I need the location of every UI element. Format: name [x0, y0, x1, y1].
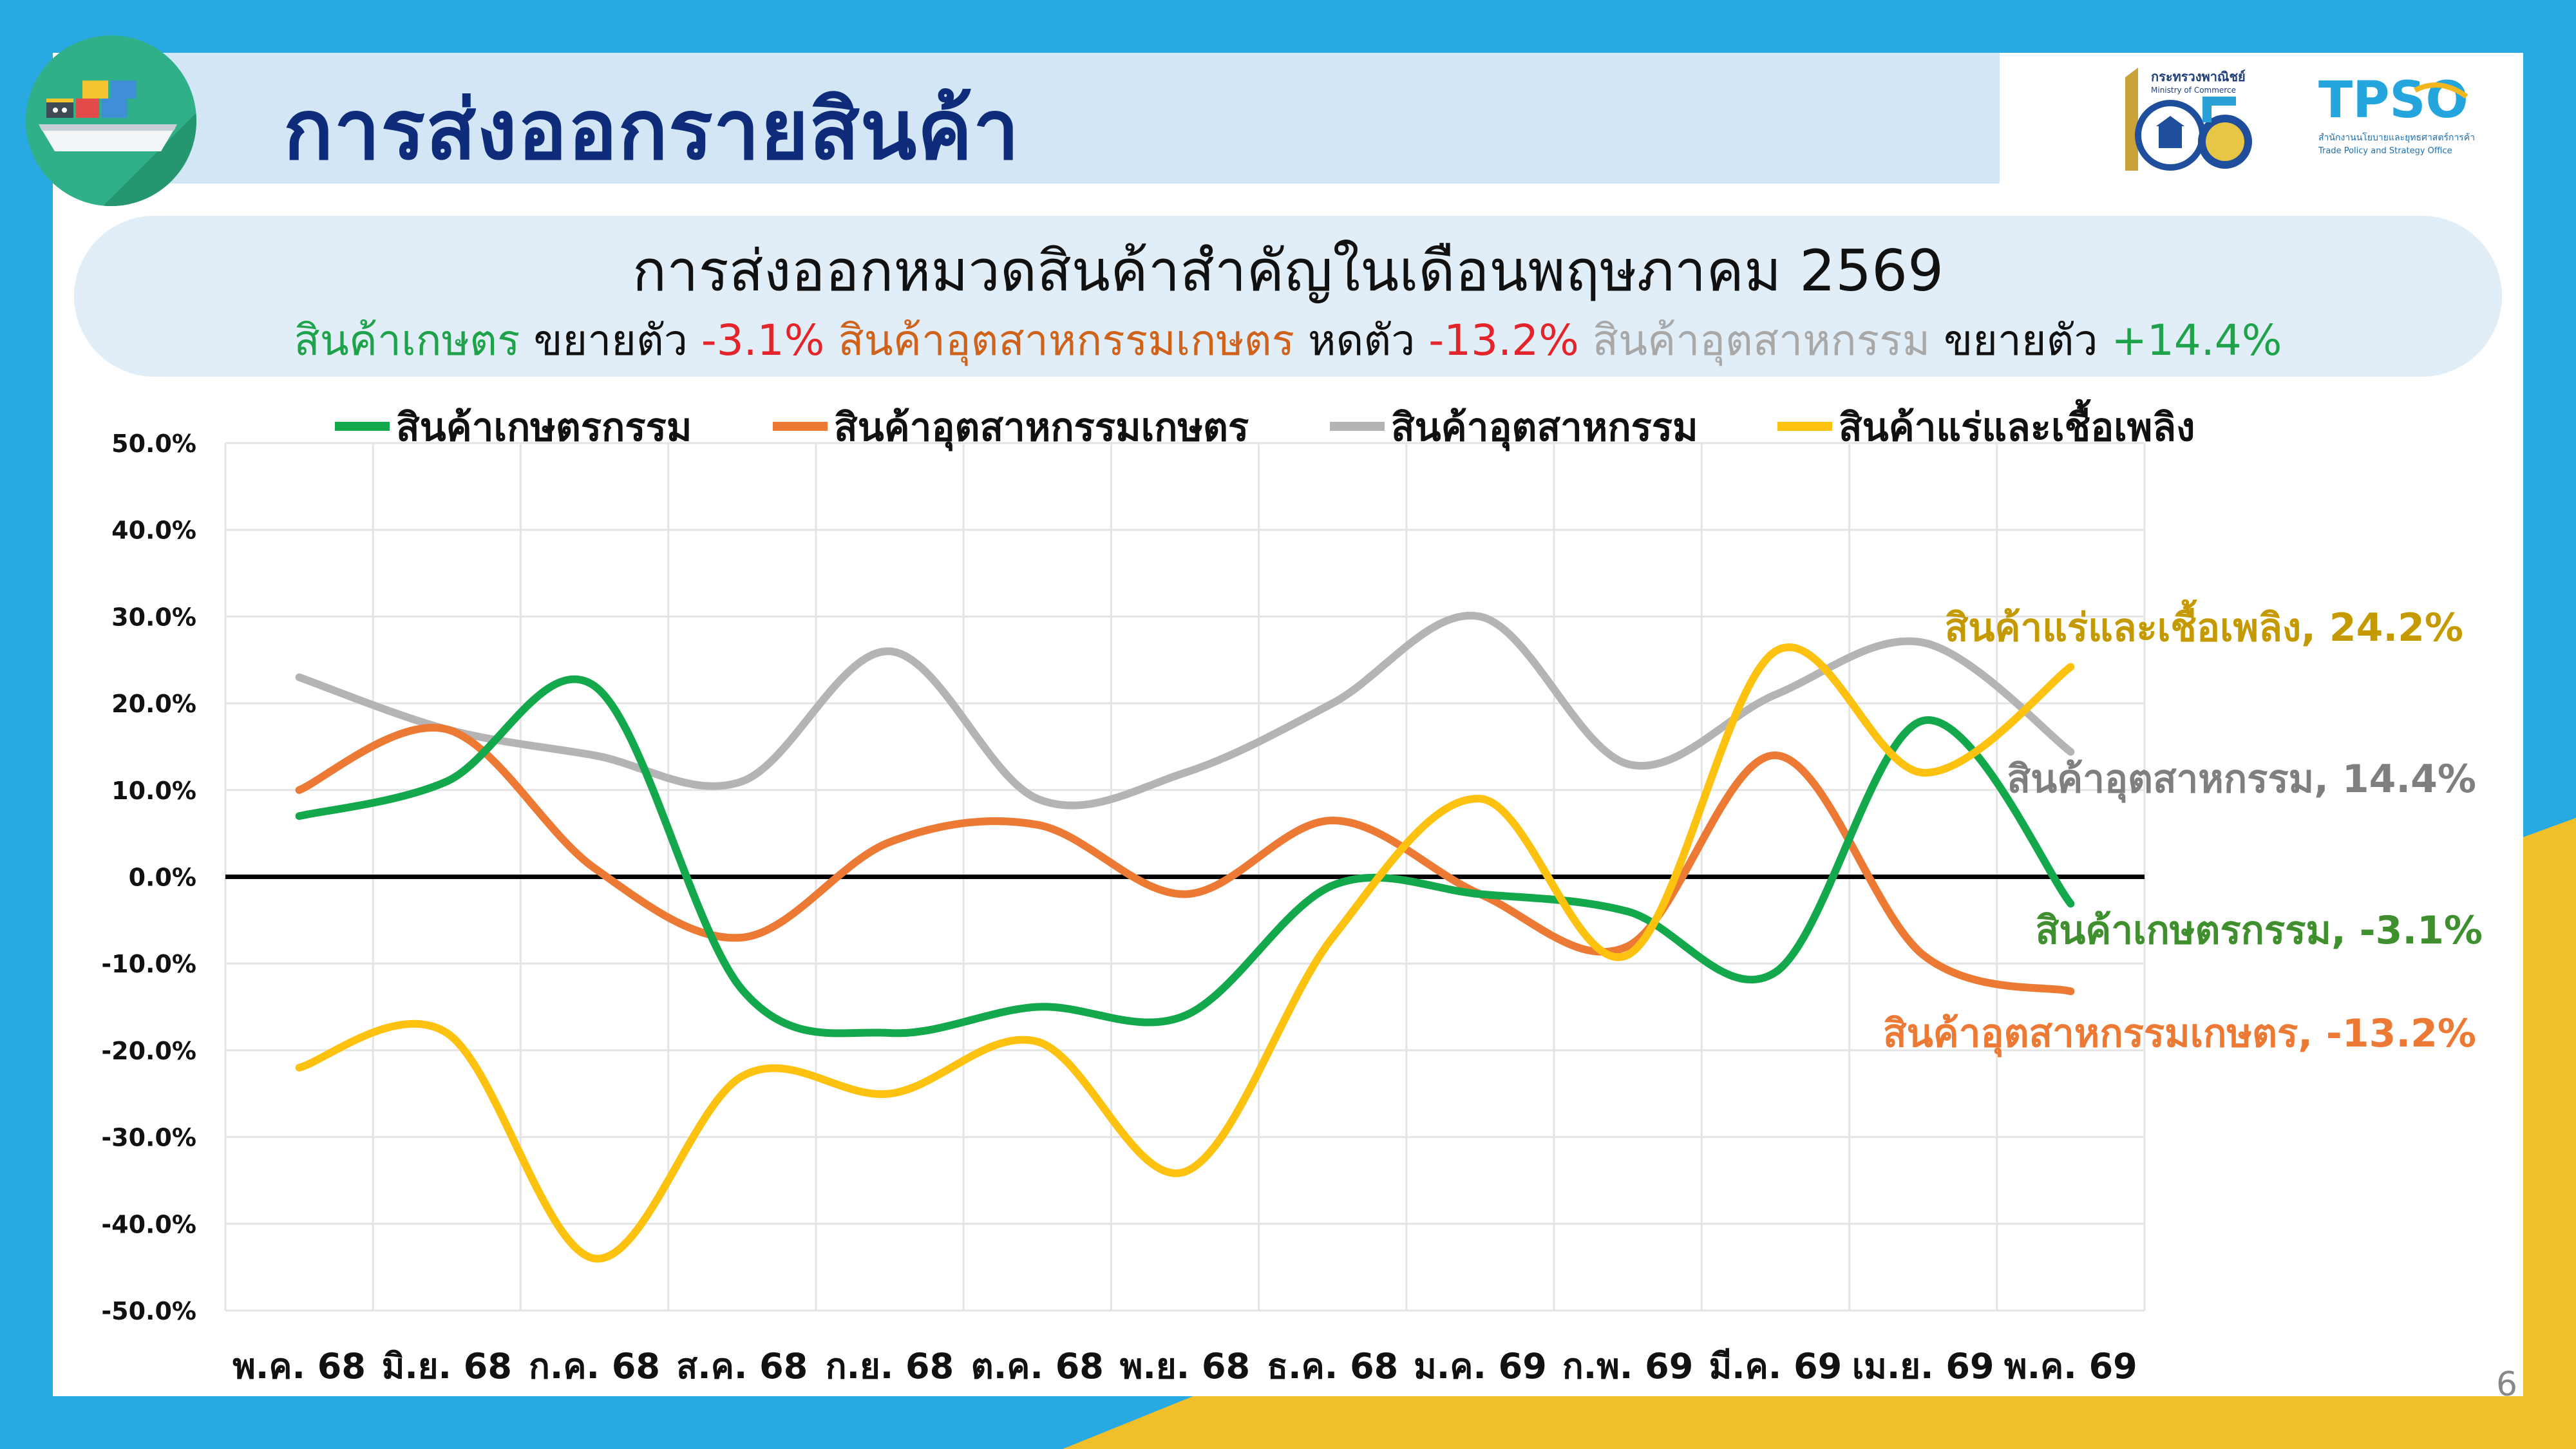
series-line-2: [295, 611, 2075, 810]
subtitle-heading: การส่งออกหมวดสินค้าสำคัญในเดือนพฤษภาคม 2…: [632, 238, 1944, 304]
subtitle-summary: สินค้าเกษตร ขยายตัว -3.1% สินค้าอุตสาหกร…: [0, 307, 2576, 374]
summary-agroind-value: -13.2%: [1428, 316, 1579, 365]
legend-label-3: สินค้าแร่และเชื้อเพลิง: [1839, 399, 2195, 450]
page-number: 6: [2496, 1365, 2518, 1404]
y-tick-label: 50.0%: [111, 430, 196, 458]
y-tick-label: -30.0%: [101, 1124, 196, 1152]
subtitle-box: [74, 216, 2502, 377]
y-tick-label: 0.0%: [129, 864, 196, 892]
legend-label-2: สินค้าอุตสาหกรรม: [1391, 405, 1698, 451]
ministry-105-logo: กระทรวงพาณิชย์ Ministry of Commerce: [2125, 68, 2252, 171]
end-label-2: สินค้าอุตสาหกรรม, 14.4%: [2007, 757, 2477, 803]
y-tick-label: 40.0%: [111, 516, 196, 545]
tpso-logo-en: Trade Policy and Strategy Office: [2318, 146, 2452, 156]
summary-agroind-name: สินค้าอุตสาหกรรมเกษตร: [838, 316, 1295, 365]
x-tick-label: ธ.ค. 68: [1267, 1346, 1398, 1387]
y-tick-label: -40.0%: [101, 1210, 196, 1238]
x-tick-label: มี.ค. 69: [1709, 1346, 1842, 1387]
x-tick-label: เม.ย. 69: [1852, 1346, 1994, 1387]
ministry-logo-text: กระทรวงพาณิชย์: [2151, 69, 2246, 84]
title-bar: [71, 53, 2000, 184]
summary-ind-name: สินค้าอุตสาหกรรม: [1592, 316, 1931, 365]
y-tick-label: -50.0%: [101, 1297, 196, 1325]
x-tick-label: ต.ค. 68: [971, 1346, 1104, 1387]
y-tick-label: 20.0%: [111, 690, 196, 718]
summary-agri-value: -3.1%: [701, 316, 825, 365]
summary-agri-name: สินค้าเกษตร: [294, 316, 520, 365]
legend-label-1: สินค้าอุตสาหกรรมเกษตร: [834, 405, 1249, 451]
summary-agri-word: ขยายตัว: [533, 316, 688, 365]
summary-ind-word: ขยายตัว: [1944, 316, 2098, 365]
series-line-0: [295, 675, 2075, 1037]
tpso-logo-text: TPSO: [2318, 71, 2468, 129]
x-tick-label: พ.ย. 68: [1120, 1346, 1250, 1387]
end-label-0: สินค้าเกษตรกรรม, -3.1%: [2036, 908, 2483, 953]
page-title: การส่งออกรายสินค้า: [283, 82, 1020, 178]
end-label-3: สินค้าแร่และเชื้อเพลิง, 24.2%: [1945, 599, 2463, 650]
y-tick-label: -20.0%: [101, 1037, 196, 1065]
series-line-3: [295, 643, 2075, 1263]
y-tick-label: -10.0%: [101, 950, 196, 978]
tpso-logo: TPSO สำนักงานนโยบายและยุทธศาสตร์การค้า T…: [2318, 71, 2475, 156]
x-tick-label: ก.พ. 69: [1562, 1346, 1693, 1387]
legend-label-0: สินค้าเกษตรกรรม: [396, 405, 692, 450]
x-tick-label: ก.ย. 68: [826, 1346, 954, 1387]
x-tick-label: มิ.ย. 68: [382, 1346, 512, 1387]
x-tick-label: ม.ค. 69: [1414, 1346, 1547, 1387]
summary-ind-value: +14.4%: [2111, 316, 2282, 365]
ministry-logo-sub: Ministry of Commerce: [2151, 86, 2236, 95]
end-label-1: สินค้าอุตสาหกรรมเกษตร, -13.2%: [1883, 1011, 2476, 1057]
ship-icon: [26, 35, 196, 206]
x-tick-label: พ.ค. 68: [232, 1346, 366, 1387]
y-tick-label: 30.0%: [111, 603, 196, 631]
y-tick-label: 10.0%: [111, 777, 196, 805]
x-tick-label: ก.ค. 68: [529, 1346, 660, 1387]
x-tick-label: พ.ค. 69: [2004, 1346, 2137, 1387]
summary-agroind-word: หดตัว: [1308, 316, 1416, 365]
series-line-1: [295, 723, 2075, 996]
tpso-logo-thai: สำนักงานนโยบายและยุทธศาสตร์การค้า: [2318, 132, 2475, 143]
x-tick-label: ส.ค. 68: [676, 1346, 808, 1387]
logos: กระทรวงพาณิชย์ Ministry of Commerce TPSO…: [2112, 64, 2499, 180]
